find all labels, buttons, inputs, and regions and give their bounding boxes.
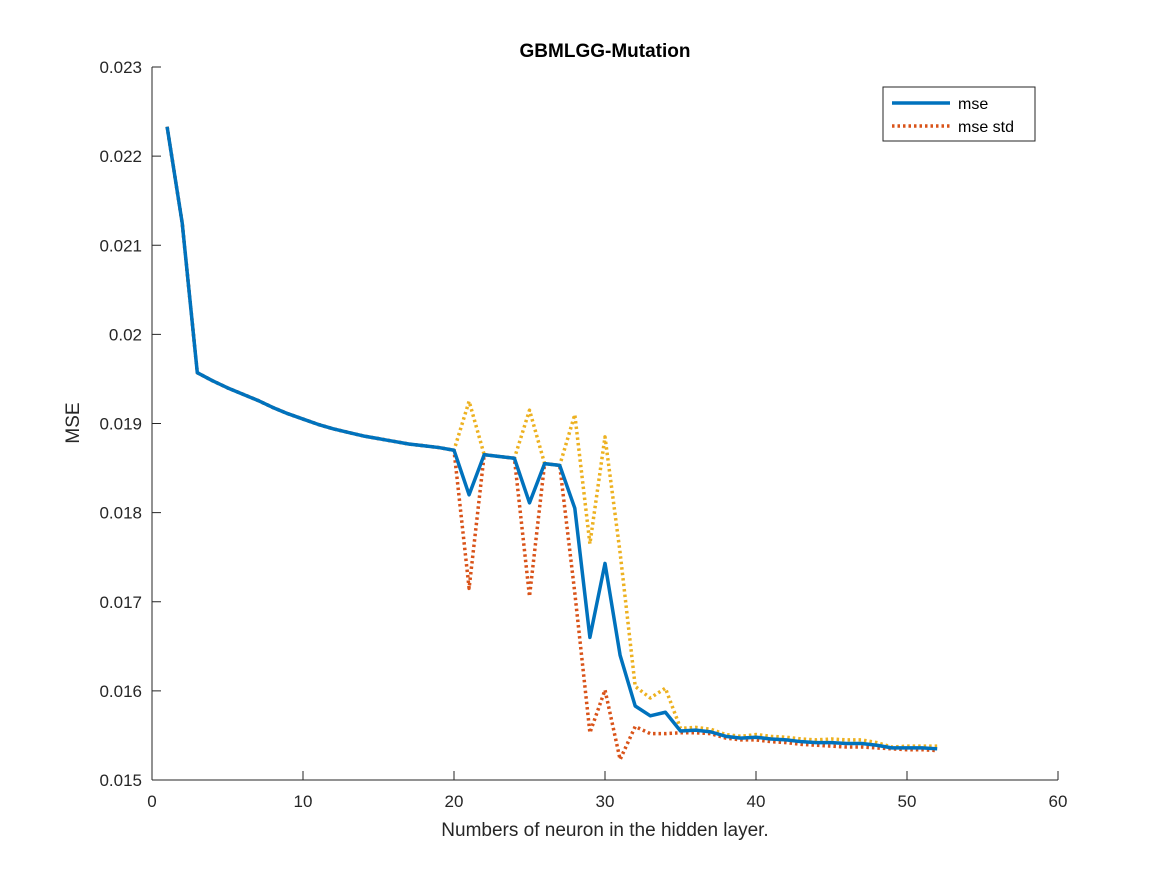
x-axis-ticks: 0 10 20 30 40 50 60 bbox=[147, 771, 1067, 811]
x-tick-label: 0 bbox=[147, 792, 156, 811]
x-tick-label: 50 bbox=[898, 792, 917, 811]
y-tick-label: 0.016 bbox=[99, 682, 142, 701]
legend: mse mse std bbox=[882, 86, 1036, 142]
y-tick-label: 0.02 bbox=[109, 325, 142, 344]
chart-title: GBMLGG-Mutation bbox=[520, 41, 691, 62]
y-tick-label: 0.019 bbox=[99, 415, 142, 434]
y-tick-label: 0.022 bbox=[99, 147, 142, 166]
series-layer bbox=[165, 126, 938, 762]
y-tick-label: 0.021 bbox=[99, 236, 142, 255]
y-tick-label: 0.018 bbox=[99, 504, 142, 523]
x-tick-label: 30 bbox=[596, 792, 615, 811]
y-tick-label: 0.017 bbox=[99, 593, 142, 612]
legend-label-mse-std: mse std bbox=[958, 119, 1014, 136]
legend-label-mse: mse bbox=[958, 96, 988, 113]
legend-box bbox=[882, 86, 1036, 142]
x-tick-label: 60 bbox=[1049, 792, 1068, 811]
x-tick-label: 20 bbox=[445, 792, 464, 811]
plot-background bbox=[152, 67, 1058, 780]
series-line-mse bbox=[165, 126, 938, 751]
x-tick-label: 10 bbox=[294, 792, 313, 811]
y-axis-ticks: 0.015 0.016 0.017 0.018 0.019 0.02 0.021 0.022 0… bbox=[99, 58, 161, 790]
y-tick-label: 0.015 bbox=[99, 771, 142, 790]
x-axis-label: Numbers of neuron in the hidden layer. bbox=[441, 820, 768, 841]
y-tick-label: 0.023 bbox=[99, 58, 142, 77]
x-tick-label: 40 bbox=[747, 792, 766, 811]
y-axis-label: MSE bbox=[63, 402, 84, 443]
